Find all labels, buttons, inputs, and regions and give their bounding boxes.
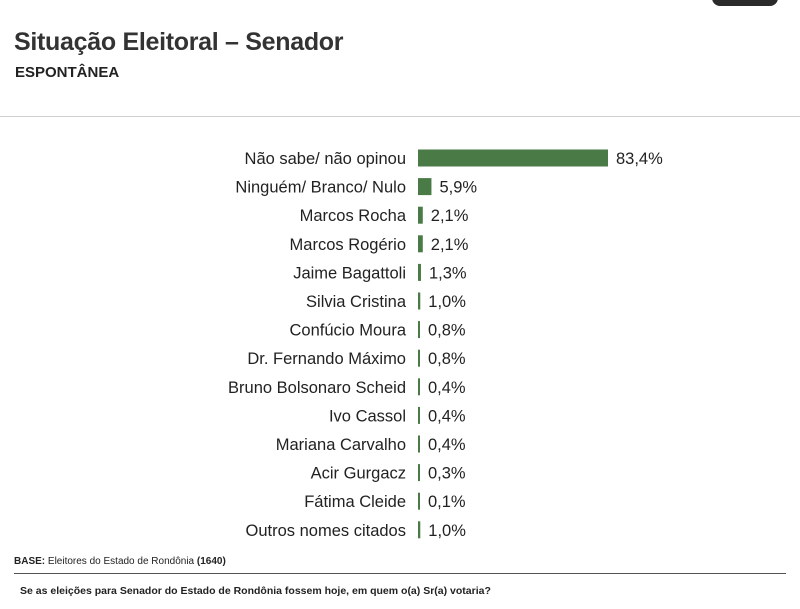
category-label: Confúcio Moura <box>290 322 407 340</box>
header-divider <box>0 116 800 117</box>
bar <box>418 149 608 167</box>
value-label: 2,1% <box>431 236 469 254</box>
category-label: Marcos Rocha <box>300 207 407 225</box>
category-label: Bruno Bolsonaro Scheid <box>228 379 406 397</box>
bar <box>418 435 420 453</box>
category-label: Fátima Cleide <box>304 493 406 511</box>
bar-chart: Não sabe/ não opinou 83,4% Ninguém/ Branco… <box>0 140 800 550</box>
value-label: 1,0% <box>428 522 466 540</box>
bar <box>418 378 420 396</box>
value-label: 0,8% <box>428 350 466 368</box>
bar <box>418 521 421 539</box>
bar <box>418 492 420 510</box>
bar <box>418 292 421 310</box>
category-label: Outros nomes citados <box>246 522 407 540</box>
bar <box>418 464 420 482</box>
page-title: Situação Eleitoral – Senador <box>14 28 344 56</box>
base-note: BASE: Eleitores do Estado de Rondônia (1… <box>14 556 226 567</box>
bar-chart-svg: Não sabe/ não opinou 83,4% Ninguém/ Branco… <box>228 149 663 540</box>
survey-question: Se as eleições para Senador do Estado de… <box>20 585 491 597</box>
value-label: 0,4% <box>428 379 466 397</box>
category-label: Dr. Fernando Máximo <box>247 350 406 368</box>
value-label: 83,4% <box>616 150 663 168</box>
value-label: 1,0% <box>428 293 466 311</box>
page-subtitle: ESPONTÂNEA <box>15 64 120 81</box>
bar <box>418 349 420 367</box>
base-label: BASE: <box>14 556 46 567</box>
category-label: Não sabe/ não opinou <box>245 150 406 168</box>
value-label: 0,4% <box>428 407 466 425</box>
category-label: Marcos Rogério <box>290 236 406 254</box>
bar <box>418 321 420 339</box>
value-label: 0,8% <box>428 322 466 340</box>
bar <box>418 178 432 196</box>
bar <box>418 406 420 424</box>
category-label: Acir Gurgacz <box>311 465 406 483</box>
value-label: 5,9% <box>439 179 477 197</box>
category-label: Silvia Cristina <box>306 293 407 311</box>
value-label: 0,4% <box>428 436 466 454</box>
category-label: Mariana Carvalho <box>276 436 406 454</box>
bar <box>418 206 423 224</box>
window-corner-decoration <box>712 0 778 6</box>
category-label: Ivo Cassol <box>329 407 406 425</box>
category-label: Jaime Bagattoli <box>293 264 406 282</box>
base-count: (1640) <box>196 556 226 567</box>
value-label: 0,3% <box>428 465 466 483</box>
bar <box>418 263 421 281</box>
base-text: Eleitores do Estado de Rondônia <box>45 556 197 567</box>
value-label: 0,1% <box>428 493 466 511</box>
category-label: Ninguém/ Branco/ Nulo <box>235 179 406 197</box>
value-label: 2,1% <box>431 207 469 225</box>
value-label: 1,3% <box>429 264 467 282</box>
bar <box>418 235 423 253</box>
footer-divider <box>14 573 786 574</box>
